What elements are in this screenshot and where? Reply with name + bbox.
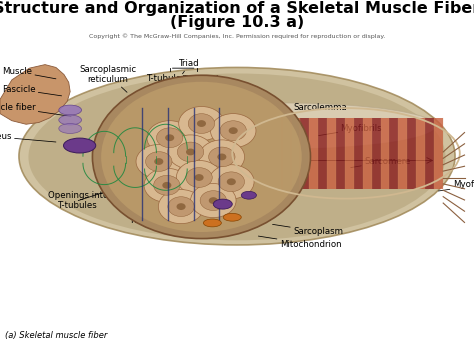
Circle shape	[179, 106, 224, 141]
Bar	[381, 118, 390, 189]
Circle shape	[227, 178, 236, 185]
Ellipse shape	[64, 138, 96, 153]
Circle shape	[158, 190, 204, 224]
Circle shape	[92, 75, 310, 239]
Circle shape	[217, 153, 227, 160]
Ellipse shape	[28, 73, 446, 240]
Text: Sarcoplasm: Sarcoplasm	[273, 224, 343, 236]
Ellipse shape	[19, 67, 455, 245]
Circle shape	[176, 160, 222, 195]
Text: Nucleus: Nucleus	[237, 210, 271, 223]
Circle shape	[177, 142, 204, 162]
Circle shape	[220, 121, 246, 141]
Ellipse shape	[59, 124, 82, 133]
Bar	[309, 118, 318, 189]
Circle shape	[162, 182, 172, 189]
Circle shape	[200, 191, 227, 211]
Circle shape	[186, 168, 212, 187]
Text: T-tubule: T-tubule	[147, 74, 182, 89]
Text: Muscle fiber: Muscle fiber	[0, 103, 71, 116]
Bar	[372, 118, 381, 189]
Circle shape	[154, 175, 180, 195]
Bar	[345, 118, 354, 189]
Bar	[390, 118, 399, 189]
Bar	[425, 118, 434, 189]
Ellipse shape	[213, 199, 232, 209]
Text: Structure and Organization of a Skeletal Muscle Fiber: Structure and Organization of a Skeletal…	[0, 1, 474, 16]
Circle shape	[147, 121, 192, 155]
Text: Mitochondrion: Mitochondrion	[258, 236, 341, 249]
Circle shape	[154, 158, 164, 165]
Text: Sarcomere: Sarcomere	[351, 157, 410, 168]
Bar	[318, 118, 327, 189]
Ellipse shape	[203, 219, 221, 227]
Bar	[434, 118, 443, 189]
Bar	[282, 118, 291, 189]
Text: Triad: Triad	[179, 59, 200, 74]
Bar	[363, 118, 372, 189]
Text: Myofibrils: Myofibrils	[319, 124, 382, 136]
Text: Terminal
cisternae: Terminal cisternae	[182, 75, 221, 94]
Text: Openings into
T-tubules: Openings into T-tubules	[48, 191, 109, 210]
Circle shape	[176, 203, 186, 210]
Circle shape	[146, 152, 172, 171]
Text: Fascicle: Fascicle	[2, 85, 62, 96]
Ellipse shape	[59, 115, 82, 125]
Polygon shape	[0, 65, 70, 124]
Circle shape	[209, 147, 235, 167]
Circle shape	[228, 127, 238, 134]
Bar	[291, 118, 300, 189]
Text: (Figure 10.3 a): (Figure 10.3 a)	[170, 15, 304, 30]
Circle shape	[144, 168, 190, 202]
Circle shape	[186, 148, 195, 155]
Bar	[300, 118, 309, 189]
Circle shape	[168, 135, 213, 169]
Bar	[407, 118, 416, 189]
Text: Sarcoplasmic
reticulum: Sarcoplasmic reticulum	[80, 65, 137, 92]
Ellipse shape	[223, 213, 241, 221]
Circle shape	[168, 197, 194, 217]
Circle shape	[136, 144, 182, 179]
Circle shape	[197, 120, 206, 127]
Text: Sarcolemma: Sarcolemma	[264, 103, 346, 113]
Circle shape	[165, 134, 174, 141]
Ellipse shape	[241, 191, 256, 199]
Circle shape	[188, 114, 215, 133]
Circle shape	[191, 184, 236, 218]
Bar	[416, 118, 425, 189]
Bar	[399, 118, 407, 189]
Circle shape	[210, 114, 256, 148]
Text: Muscle: Muscle	[2, 67, 56, 79]
Bar	[327, 118, 336, 189]
Text: (a) Skeletal muscle fiber: (a) Skeletal muscle fiber	[5, 331, 107, 340]
Text: Copyright © The McGraw-Hill Companies, Inc. Permission required for reproduction: Copyright © The McGraw-Hill Companies, I…	[89, 34, 385, 39]
Text: Nucleus: Nucleus	[0, 132, 56, 142]
Ellipse shape	[128, 103, 436, 149]
Circle shape	[218, 172, 245, 192]
Circle shape	[209, 165, 254, 199]
Ellipse shape	[59, 105, 82, 115]
Circle shape	[194, 174, 204, 181]
Circle shape	[156, 128, 183, 148]
Bar	[354, 118, 363, 189]
Circle shape	[199, 140, 245, 174]
Text: Myofilaments: Myofilaments	[438, 180, 474, 191]
Bar	[336, 118, 345, 189]
Text: Nucleus: Nucleus	[130, 213, 164, 225]
Circle shape	[209, 197, 218, 204]
Circle shape	[101, 82, 302, 232]
